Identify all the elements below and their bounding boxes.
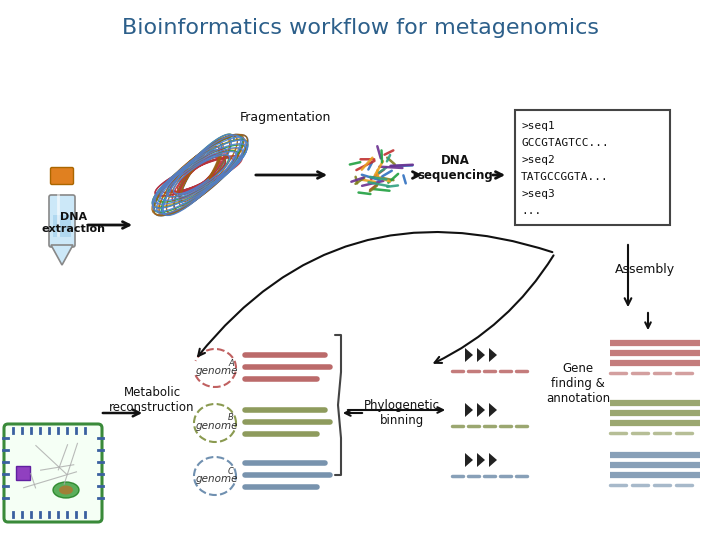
Text: Gene
finding &
annotation: Gene finding & annotation (546, 361, 610, 404)
Text: C: C (228, 467, 234, 476)
Text: >seq3: >seq3 (521, 189, 554, 199)
Text: GCCGTAGTCC...: GCCGTAGTCC... (521, 138, 608, 148)
Text: Assembly: Assembly (615, 264, 675, 276)
Text: Metabolic
reconstruction: Metabolic reconstruction (109, 386, 194, 414)
Text: A: A (228, 359, 234, 368)
Text: Fragmentation: Fragmentation (239, 111, 330, 125)
Text: >seq2: >seq2 (521, 155, 554, 165)
Text: Phylogenetic
binning: Phylogenetic binning (364, 399, 440, 427)
FancyBboxPatch shape (50, 167, 73, 185)
Bar (515, 110, 670, 225)
Text: TATGCCGGTA...: TATGCCGGTA... (521, 172, 608, 182)
Polygon shape (465, 453, 473, 467)
Polygon shape (489, 453, 497, 467)
Polygon shape (477, 403, 485, 417)
Ellipse shape (59, 485, 73, 495)
Text: >seq1: >seq1 (521, 121, 554, 131)
Polygon shape (477, 453, 485, 467)
Ellipse shape (53, 482, 79, 498)
Polygon shape (465, 403, 473, 417)
Text: genome: genome (196, 474, 238, 484)
Polygon shape (489, 348, 497, 362)
Text: B: B (228, 414, 234, 422)
Bar (53, 215, 71, 237)
FancyBboxPatch shape (4, 424, 102, 522)
Text: ...: ... (521, 206, 541, 216)
Polygon shape (477, 348, 485, 362)
Text: genome: genome (196, 421, 238, 431)
FancyBboxPatch shape (49, 195, 75, 247)
Text: DNA
sequencing: DNA sequencing (417, 154, 493, 182)
Polygon shape (51, 245, 73, 265)
Text: Bioinformatics workflow for metagenomics: Bioinformatics workflow for metagenomics (122, 18, 598, 38)
Polygon shape (489, 403, 497, 417)
Text: DNA
extraction: DNA extraction (42, 212, 106, 234)
Polygon shape (465, 348, 473, 362)
Bar (16, 466, 30, 480)
Text: genome: genome (196, 366, 238, 376)
